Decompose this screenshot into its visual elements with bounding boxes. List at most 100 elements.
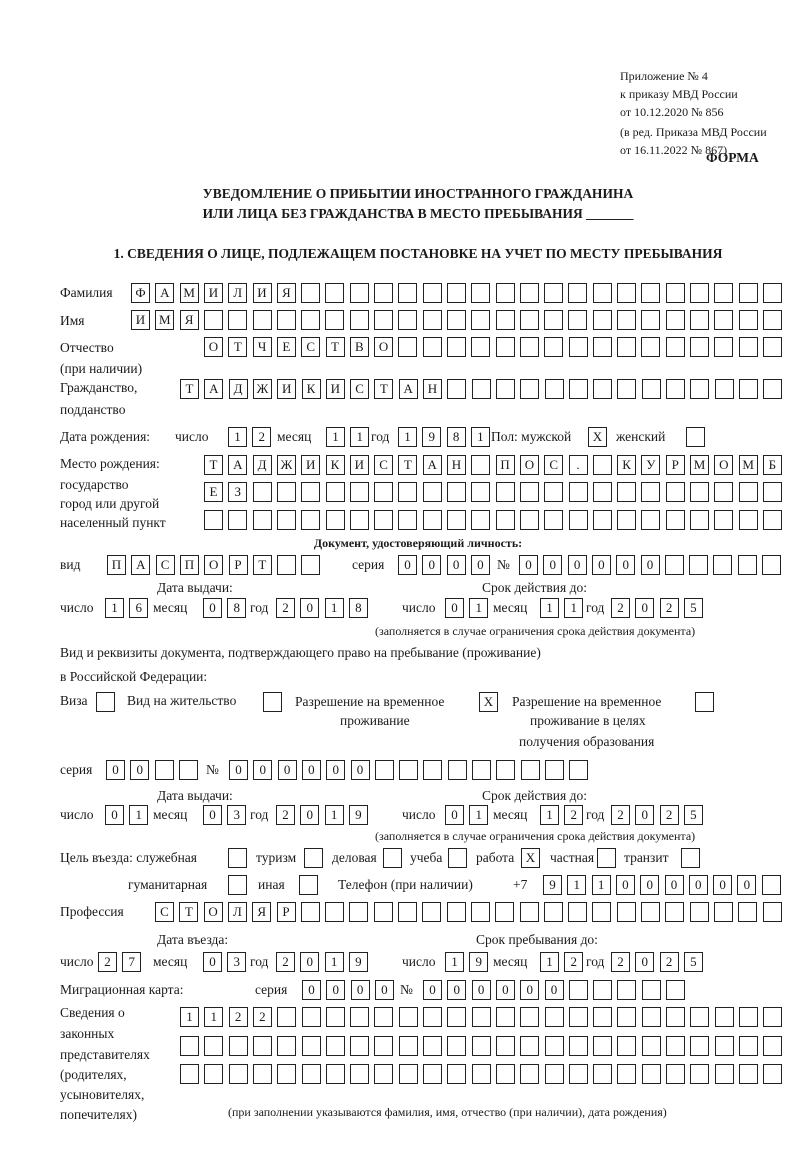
char-box[interactable] <box>641 510 661 530</box>
char-box[interactable] <box>374 1036 394 1056</box>
char-box[interactable] <box>617 1036 637 1056</box>
char-box[interactable] <box>349 510 369 530</box>
char-box[interactable]: 1 <box>324 805 344 825</box>
char-box[interactable] <box>617 1064 637 1084</box>
char-box[interactable]: 9 <box>348 952 368 972</box>
char-box[interactable] <box>349 283 369 303</box>
char-box[interactable] <box>568 980 588 1000</box>
char-box[interactable]: 2 <box>564 805 584 825</box>
char-box[interactable] <box>641 1036 661 1056</box>
char-box[interactable]: 8 <box>227 598 247 618</box>
char-box[interactable]: 5 <box>683 952 703 972</box>
char-box[interactable] <box>713 555 733 575</box>
char-box[interactable] <box>738 482 758 502</box>
char-box[interactable]: 1 <box>350 427 370 447</box>
char-box[interactable]: А <box>398 379 418 399</box>
char-box[interactable]: П <box>107 555 126 575</box>
char-box[interactable] <box>398 902 417 922</box>
char-box[interactable]: Т <box>179 902 199 922</box>
char-box[interactable]: Т <box>398 455 418 475</box>
char-box[interactable] <box>738 283 758 303</box>
char-box[interactable]: М <box>690 455 709 475</box>
char-box[interactable]: 0 <box>688 875 708 895</box>
char-box[interactable]: 2 <box>659 598 679 618</box>
char-box[interactable]: 1 <box>469 805 489 825</box>
char-box[interactable] <box>423 760 443 780</box>
char-box[interactable]: 1 <box>129 805 149 825</box>
char-box[interactable] <box>374 310 393 330</box>
char-box[interactable] <box>447 337 466 357</box>
char-box[interactable]: 0 <box>640 875 660 895</box>
char-box[interactable] <box>593 1036 613 1056</box>
char-box[interactable] <box>447 1064 467 1084</box>
char-box[interactable]: И <box>325 379 345 399</box>
char-box[interactable] <box>592 283 612 303</box>
char-box[interactable] <box>593 1007 613 1027</box>
char-box[interactable] <box>762 482 782 502</box>
char-box[interactable] <box>325 902 345 922</box>
char-box[interactable] <box>714 379 734 399</box>
char-box[interactable] <box>495 1036 515 1056</box>
char-box[interactable]: М <box>179 283 199 303</box>
char-box[interactable] <box>592 510 612 530</box>
char-box[interactable]: 0 <box>616 555 636 575</box>
char-box[interactable]: Т <box>204 455 223 475</box>
char-box[interactable] <box>471 337 491 357</box>
char-box[interactable] <box>252 482 272 502</box>
char-box[interactable] <box>641 337 661 357</box>
char-box[interactable]: 0 <box>471 980 491 1000</box>
char-box[interactable] <box>423 1007 442 1027</box>
char-box[interactable]: К <box>301 379 321 399</box>
char-box[interactable] <box>447 510 466 530</box>
char-box[interactable] <box>568 1064 588 1084</box>
char-box[interactable]: К <box>325 455 345 475</box>
char-box[interactable] <box>325 310 345 330</box>
char-box[interactable]: 2 <box>276 805 295 825</box>
char-box[interactable] <box>203 310 223 330</box>
char-box[interactable] <box>374 1007 394 1027</box>
char-box[interactable] <box>690 482 709 502</box>
char-box[interactable] <box>519 310 539 330</box>
char-box[interactable]: П <box>179 555 199 575</box>
char-box[interactable]: Т <box>374 379 394 399</box>
char-box[interactable] <box>617 510 637 530</box>
char-box[interactable]: 0 <box>277 760 297 780</box>
char-box[interactable] <box>519 283 539 303</box>
char-box[interactable] <box>665 337 685 357</box>
char-box[interactable] <box>641 379 661 399</box>
char-box[interactable]: К <box>617 455 637 475</box>
char-box[interactable]: О <box>204 555 224 575</box>
char-box[interactable] <box>495 310 515 330</box>
char-box[interactable]: Т <box>228 337 248 357</box>
char-box[interactable] <box>204 510 223 530</box>
char-box[interactable] <box>617 379 637 399</box>
char-box[interactable]: 0 <box>470 555 490 575</box>
checkbox[interactable] <box>263 692 282 712</box>
char-box[interactable] <box>495 1064 515 1084</box>
char-box[interactable] <box>738 379 758 399</box>
char-box[interactable]: . <box>568 455 588 475</box>
char-box[interactable] <box>762 310 782 330</box>
char-box[interactable] <box>714 510 734 530</box>
char-box[interactable] <box>447 482 466 502</box>
char-box[interactable] <box>520 1036 540 1056</box>
char-box[interactable] <box>568 283 588 303</box>
char-box[interactable] <box>641 1007 661 1027</box>
char-box[interactable] <box>714 283 734 303</box>
char-box[interactable] <box>714 310 734 330</box>
checkbox[interactable]: X <box>588 427 607 447</box>
char-box[interactable]: 0 <box>520 980 540 1000</box>
char-box[interactable] <box>399 760 419 780</box>
char-box[interactable]: 9 <box>348 805 368 825</box>
char-box[interactable] <box>471 482 491 502</box>
char-box[interactable] <box>592 337 612 357</box>
char-box[interactable] <box>447 1036 467 1056</box>
char-box[interactable]: М <box>155 310 175 330</box>
char-box[interactable]: Н <box>447 455 466 475</box>
char-box[interactable]: 0 <box>203 952 222 972</box>
char-box[interactable] <box>568 902 588 922</box>
char-box[interactable]: С <box>374 455 394 475</box>
char-box[interactable] <box>689 555 709 575</box>
char-box[interactable] <box>617 1007 637 1027</box>
char-box[interactable] <box>738 1036 758 1056</box>
